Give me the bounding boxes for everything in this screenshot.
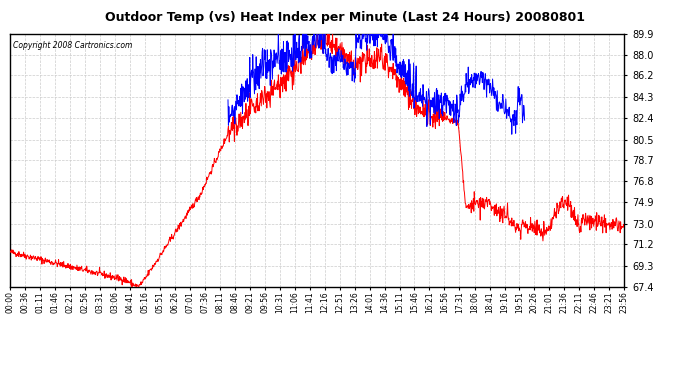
Text: Copyright 2008 Cartronics.com: Copyright 2008 Cartronics.com bbox=[13, 41, 132, 50]
Text: Outdoor Temp (vs) Heat Index per Minute (Last 24 Hours) 20080801: Outdoor Temp (vs) Heat Index per Minute … bbox=[105, 11, 585, 24]
